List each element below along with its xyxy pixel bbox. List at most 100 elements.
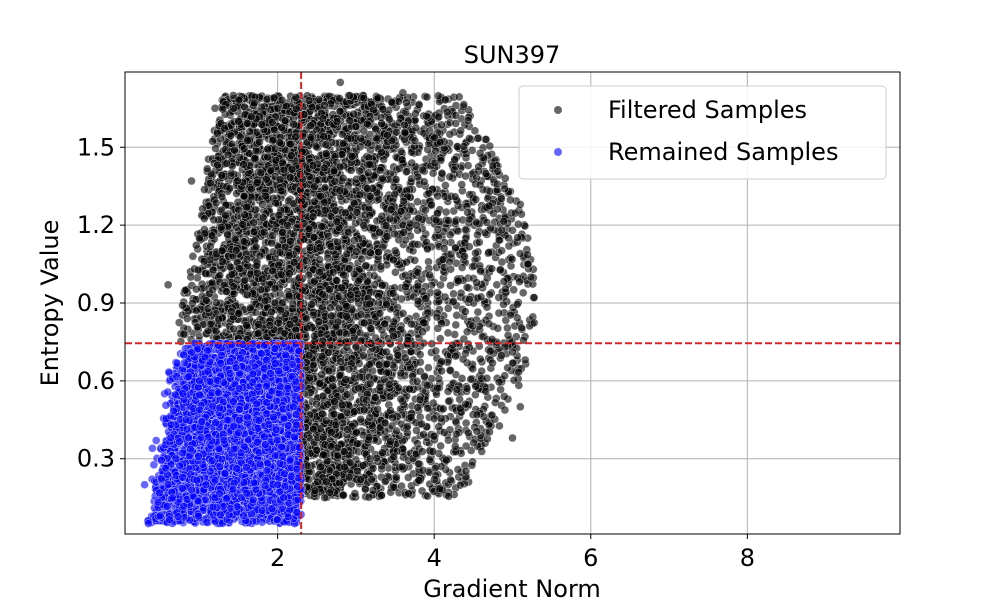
data-points	[140, 78, 539, 528]
data-point	[269, 93, 279, 102]
data-point	[192, 284, 201, 294]
data-point	[423, 244, 432, 254]
data-point	[318, 433, 328, 442]
data-point	[500, 405, 510, 415]
data-point	[243, 290, 252, 300]
data-point	[393, 351, 403, 360]
data-point	[514, 381, 524, 390]
data-point	[329, 409, 339, 419]
data-point	[411, 109, 420, 118]
data-point	[494, 377, 504, 387]
data-point	[463, 116, 473, 125]
data-point	[208, 137, 217, 146]
data-point	[375, 165, 385, 175]
data-point	[276, 186, 286, 196]
data-point	[494, 308, 504, 318]
data-point	[419, 318, 428, 327]
data-point	[246, 303, 255, 313]
data-point	[413, 296, 423, 306]
data-point	[484, 201, 494, 210]
data-point	[473, 230, 482, 240]
data-point	[444, 397, 453, 406]
data-point	[412, 377, 422, 386]
data-point	[199, 257, 209, 266]
data-point	[431, 215, 441, 225]
data-point	[371, 393, 380, 402]
data-point	[326, 242, 336, 251]
data-point	[233, 176, 242, 186]
data-point	[339, 490, 348, 500]
data-point	[464, 428, 473, 438]
data-point	[207, 231, 217, 240]
data-point	[382, 232, 392, 241]
data-point	[311, 142, 321, 151]
data-point	[268, 231, 277, 240]
data-point	[453, 226, 463, 236]
data-point	[262, 95, 272, 104]
data-point	[229, 104, 238, 113]
data-point	[255, 137, 264, 147]
data-point	[200, 214, 209, 223]
data-point	[258, 200, 267, 209]
data-point	[428, 168, 438, 178]
data-point	[380, 319, 390, 329]
data-point	[378, 174, 387, 183]
data-point	[457, 180, 467, 189]
data-point	[291, 132, 300, 142]
data-point	[366, 324, 376, 333]
data-point	[342, 390, 352, 399]
data-point	[291, 93, 301, 102]
data-point	[407, 158, 417, 168]
data-point	[376, 113, 386, 122]
data-point	[452, 311, 461, 320]
data-point	[310, 182, 319, 191]
data-point	[394, 383, 403, 393]
data-point	[465, 134, 474, 143]
data-point	[377, 211, 387, 221]
data-point	[443, 328, 453, 338]
data-point	[382, 300, 391, 309]
data-point	[338, 173, 348, 183]
data-point	[472, 410, 482, 420]
data-point	[373, 93, 383, 102]
data-point	[338, 139, 348, 148]
data-point	[495, 265, 505, 275]
data-point	[471, 382, 481, 391]
data-point	[475, 238, 484, 247]
data-point	[515, 277, 524, 286]
data-point	[471, 248, 480, 258]
data-point	[467, 461, 477, 470]
data-point	[318, 114, 328, 123]
data-point	[325, 285, 334, 294]
data-point	[504, 233, 513, 243]
data-point	[433, 288, 442, 297]
data-point	[418, 165, 428, 175]
data-point	[477, 447, 486, 456]
data-point	[494, 293, 504, 302]
data-point	[211, 198, 221, 208]
data-point	[365, 299, 374, 309]
data-point	[234, 309, 243, 318]
data-point	[350, 489, 360, 498]
data-point	[481, 387, 491, 396]
data-point	[310, 277, 319, 286]
data-point	[503, 331, 513, 340]
data-point	[332, 276, 342, 285]
data-point	[313, 477, 322, 487]
data-point	[318, 409, 327, 419]
data-point	[396, 207, 406, 216]
data-point	[487, 335, 497, 344]
data-point	[451, 320, 461, 330]
data-point	[493, 204, 502, 214]
data-point	[206, 242, 215, 251]
data-point	[193, 322, 202, 332]
data-point	[443, 387, 453, 396]
data-point	[257, 102, 267, 112]
data-point	[493, 167, 503, 176]
data-point	[365, 413, 375, 422]
data-point	[514, 367, 523, 377]
data-point	[442, 455, 451, 465]
data-point	[398, 309, 408, 318]
data-point	[492, 179, 502, 189]
data-point	[434, 112, 444, 122]
